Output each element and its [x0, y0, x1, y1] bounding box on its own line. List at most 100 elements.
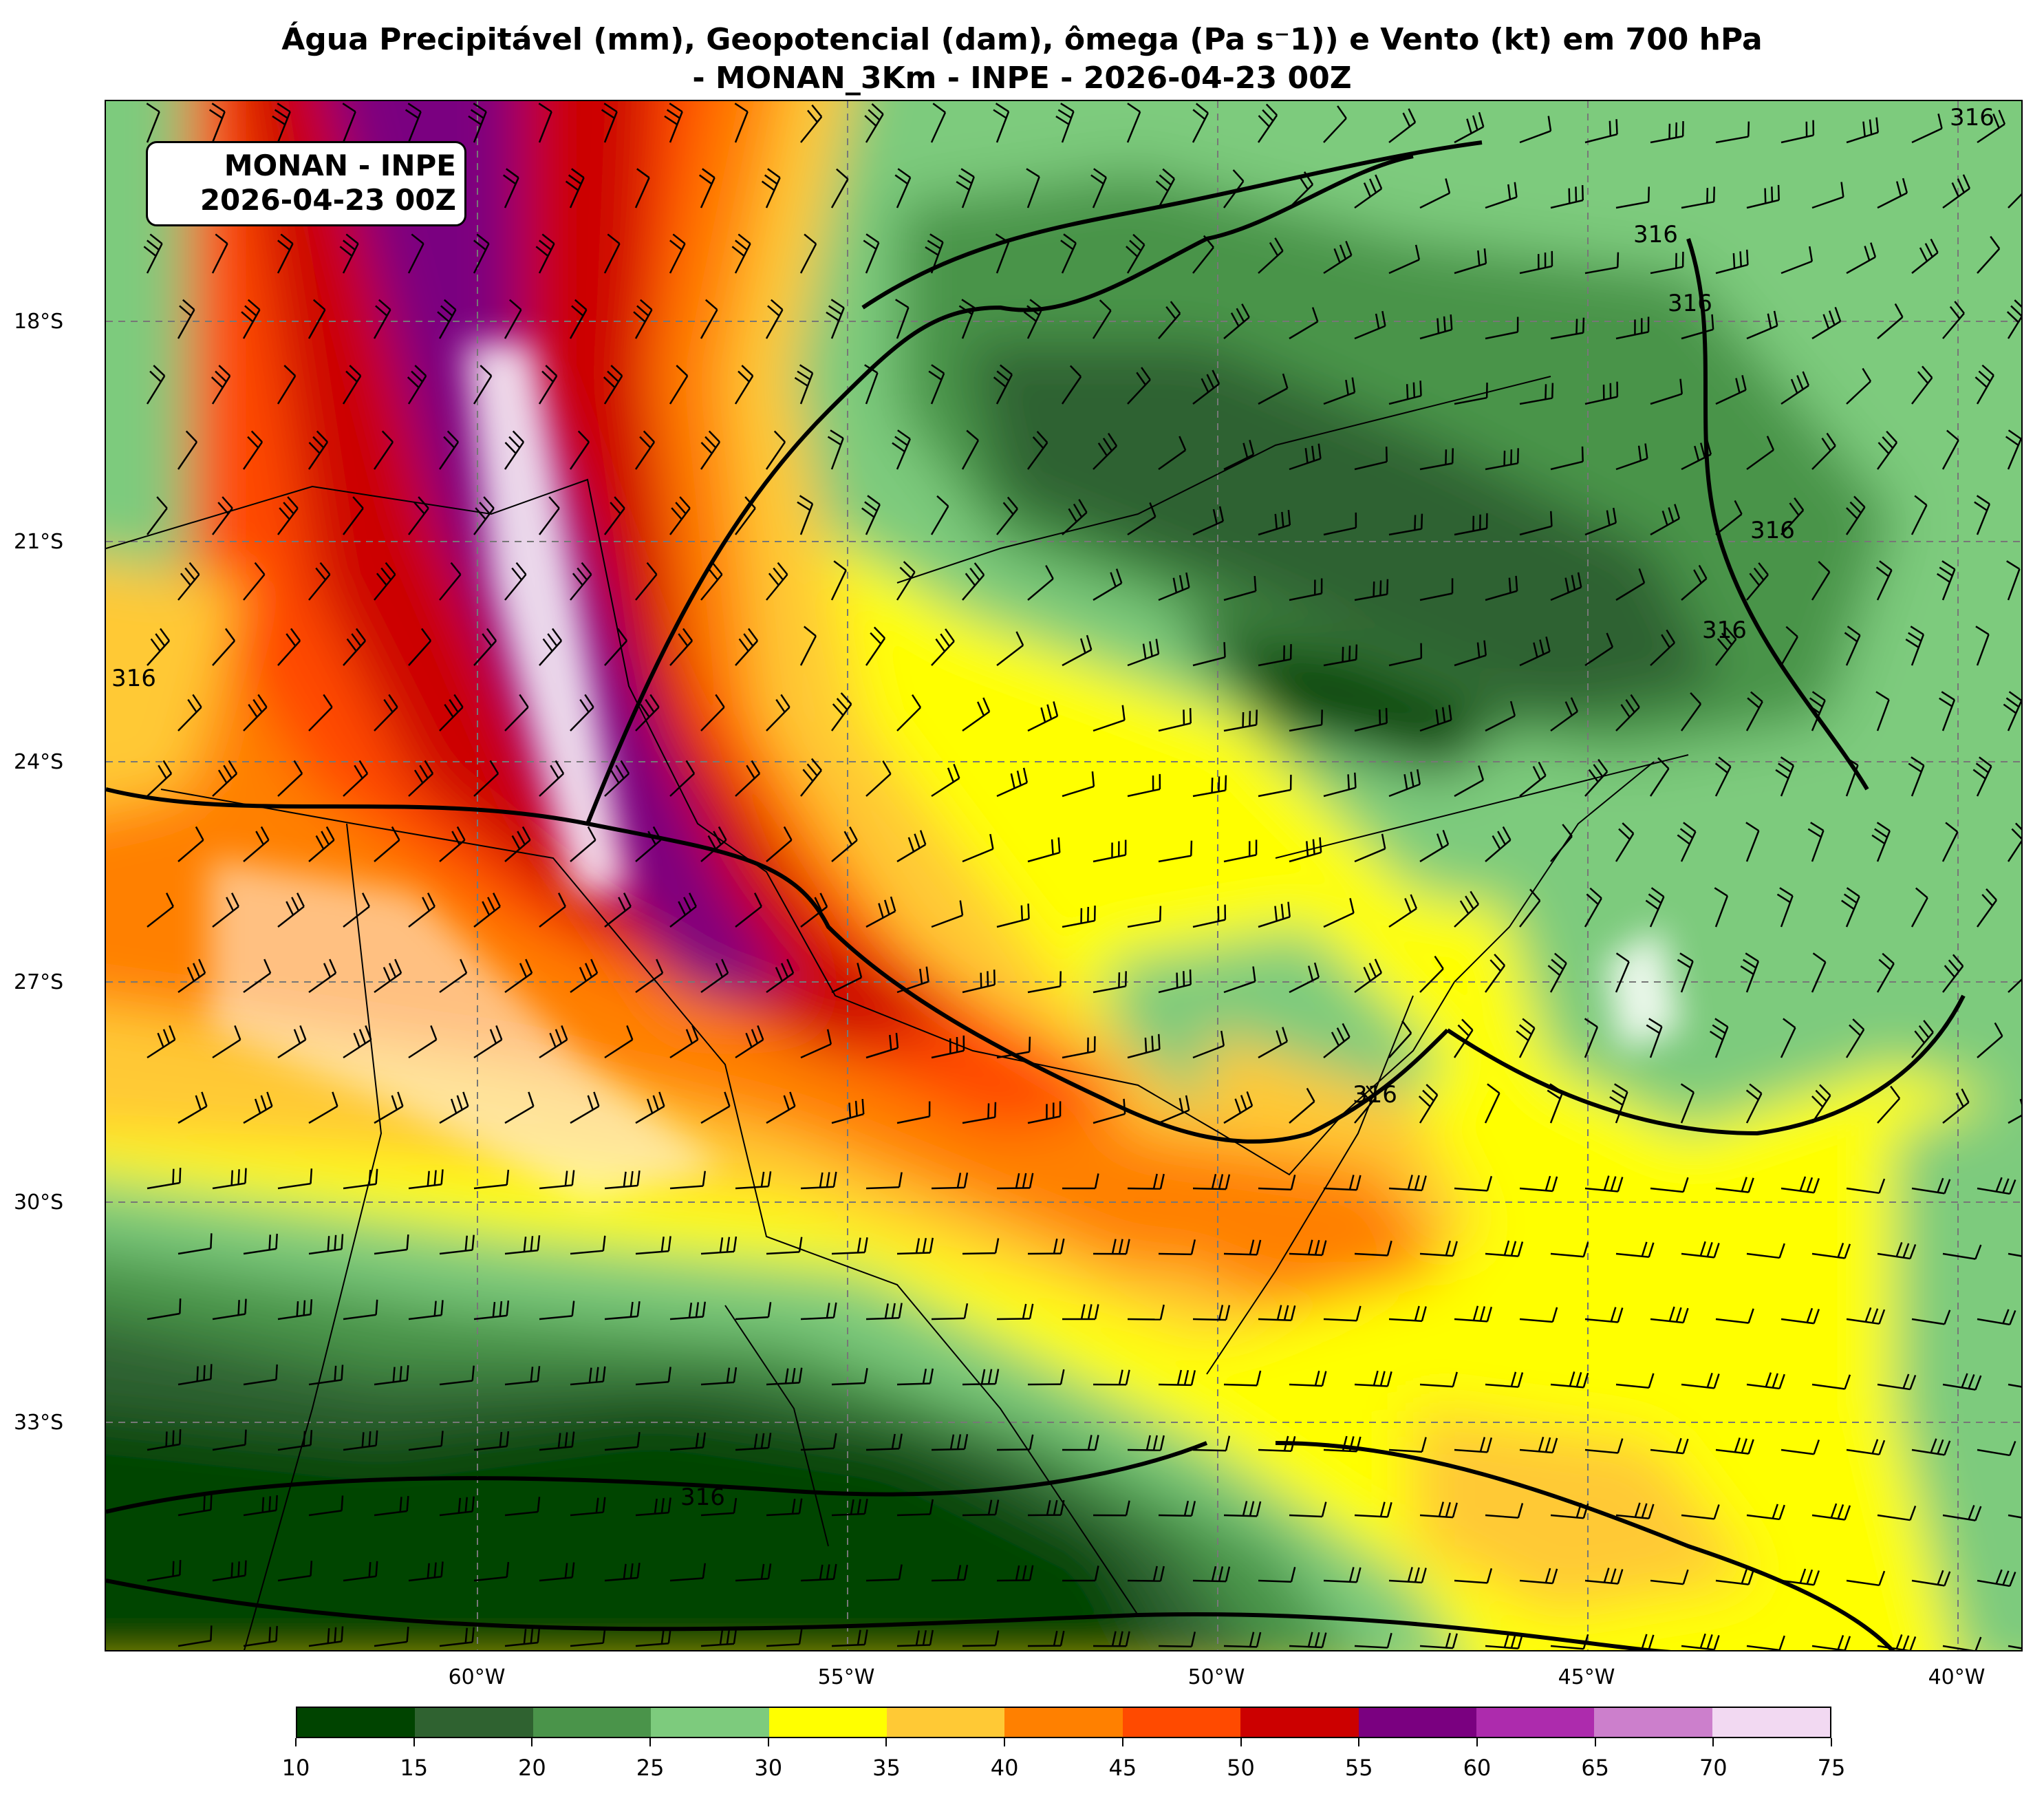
wind-barb — [208, 103, 226, 143]
wind-barb — [1681, 314, 1714, 340]
wind-barb — [1192, 1435, 1231, 1452]
wind-barb — [212, 1025, 241, 1059]
wind-barb — [1846, 117, 1879, 144]
wind-barb — [1323, 898, 1355, 928]
wind-barb — [1911, 1309, 1951, 1325]
wind-barb — [1454, 765, 1485, 798]
wind-barb — [669, 1301, 707, 1320]
wind-barb — [1127, 639, 1160, 667]
wind-barb — [1354, 1370, 1392, 1387]
wind-barb — [1550, 1241, 1589, 1258]
wind-barb — [1846, 1307, 1886, 1325]
wind-barb — [1615, 443, 1648, 471]
wind-barb — [539, 1562, 575, 1582]
wind-barb — [570, 1235, 606, 1255]
wind-barb — [1745, 691, 1763, 731]
wind-barb — [766, 1237, 803, 1255]
wind-barb — [1062, 1304, 1099, 1320]
wind-barb — [892, 429, 911, 470]
wind-barb — [1547, 1083, 1564, 1124]
wind-barb — [1519, 511, 1553, 536]
wind-barb — [538, 365, 558, 405]
wind-barb — [539, 1301, 575, 1320]
wind-barb — [766, 694, 790, 731]
wind-barb — [339, 233, 359, 274]
contour-label: 316 — [1668, 290, 1712, 317]
wind-barb — [570, 1091, 600, 1124]
wind-barb — [407, 233, 424, 274]
wind-barb — [343, 760, 369, 797]
wind-barb — [374, 826, 400, 862]
wind-barb — [1977, 235, 2001, 274]
wind-barb — [931, 900, 964, 928]
wind-barb — [277, 365, 297, 405]
wind-barb — [1547, 952, 1567, 993]
contour-label: 316 — [1950, 104, 1994, 131]
wind-barb — [1715, 249, 1749, 275]
wind-barb — [1158, 708, 1192, 732]
wind-barb — [830, 168, 849, 208]
wind-barb — [373, 430, 394, 470]
wind-barb — [1158, 1369, 1196, 1387]
colorbar-tick-label: 25 — [636, 1755, 665, 1781]
wind-barb — [1192, 904, 1227, 928]
colorbar-tick-label: 60 — [1463, 1755, 1492, 1781]
wind-barb — [308, 1091, 338, 1124]
wind-barb — [1550, 446, 1584, 471]
colorbar-tick-mark — [1121, 1738, 1123, 1746]
wind-barb — [473, 1561, 510, 1582]
wind-barb — [962, 970, 996, 994]
longitude-label: 60°W — [448, 1665, 506, 1689]
wind-barb — [146, 365, 166, 405]
colorbar-tick-label: 65 — [1581, 1755, 1609, 1781]
wind-barb — [1746, 436, 1775, 471]
wind-barb — [896, 1101, 931, 1124]
wind-barb — [343, 1299, 378, 1320]
wind-barb — [1484, 953, 1506, 993]
wind-barb — [861, 495, 881, 535]
wind-barb — [1550, 1371, 1589, 1389]
wind-barb — [343, 1168, 378, 1190]
wind-barb — [1975, 626, 1990, 666]
wind-barb — [1877, 1634, 1917, 1650]
wind-barb — [1942, 301, 1965, 339]
colorbar-swatch — [768, 1708, 887, 1737]
wind-barb — [147, 1559, 182, 1582]
wind-barb — [1911, 1438, 1951, 1456]
wind-barb — [700, 694, 725, 731]
title-line-2: - MONAN_3Km - INPE - 2026-04-23 00Z — [692, 61, 1352, 96]
wind-barb — [1127, 1304, 1165, 1320]
wind-barb — [996, 903, 1030, 928]
wind-barb — [1158, 969, 1192, 994]
wind-barb — [1650, 251, 1684, 275]
contour-label: 316 — [1353, 1081, 1397, 1109]
wind-barb — [1942, 1088, 1970, 1124]
wind-barb — [405, 103, 422, 143]
wind-barb — [177, 694, 202, 731]
wind-barb — [1223, 1239, 1262, 1256]
wind-barb — [1650, 121, 1684, 144]
wind-barb — [1323, 1435, 1362, 1453]
wind-barb — [865, 626, 886, 666]
wind-barb — [1681, 564, 1708, 601]
wind-barb — [1158, 436, 1187, 471]
wind-barb — [374, 1365, 409, 1386]
wind-barb — [1323, 512, 1357, 536]
wind-barb — [1158, 840, 1193, 863]
colorbar-tick-mark — [1476, 1738, 1478, 1746]
colorbar-tick-label: 20 — [518, 1755, 546, 1781]
wind-barb — [408, 892, 435, 928]
wind-barb — [831, 1499, 868, 1517]
wind-barb — [962, 1499, 1000, 1517]
wind-barb — [1807, 822, 1825, 862]
wind-barb — [1061, 365, 1082, 405]
wind-barb — [212, 1168, 247, 1190]
wind-barb — [146, 496, 168, 535]
wind-barb — [1972, 756, 1992, 797]
wind-barb — [766, 562, 788, 601]
wind-barb — [735, 1025, 764, 1059]
wind-barb — [1911, 1020, 1934, 1058]
wind-barb — [211, 365, 231, 405]
wind-barb — [1584, 1175, 1624, 1193]
wind-barb — [143, 233, 163, 274]
